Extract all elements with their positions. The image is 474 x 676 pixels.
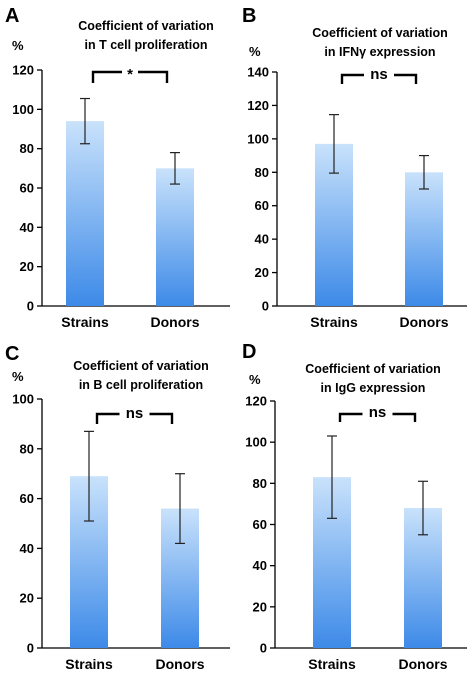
y-tick-label: 0 [260, 641, 267, 656]
panel-letter: A [5, 5, 19, 27]
y-tick-label: 20 [253, 599, 267, 614]
x-category-label: Donors [156, 656, 205, 672]
bar-strains [66, 121, 104, 306]
y-tick-label: 20 [255, 265, 269, 280]
y-tick-label: 0 [27, 641, 34, 656]
panel-letter: B [242, 5, 256, 27]
significance-label: ns [369, 404, 387, 421]
chart-title-line-2: in T cell proliferation [85, 38, 208, 52]
chart-title-line-2: in IFNγ expression [324, 45, 435, 59]
significance-label-bg [122, 62, 138, 82]
y-tick-label: 80 [253, 476, 267, 491]
chart-panel-d: D Coefficient of variation in IgG expressi… [237, 338, 474, 676]
y-tick-label: 80 [20, 441, 34, 456]
y-tick-label: 140 [247, 65, 269, 80]
y-tick-label: 100 [12, 392, 34, 407]
y-tick-label: 40 [253, 558, 267, 573]
y-tick-label: 100 [247, 131, 269, 146]
significance-label: * [127, 66, 133, 83]
panel-letter: D [242, 341, 256, 363]
y-tick-label: 80 [20, 141, 34, 156]
y-tick-label: 0 [27, 299, 34, 314]
chart-title-line-1: Coefficient of variation [78, 19, 213, 33]
significance-label: ns [126, 405, 144, 422]
chart-panel-c: C Coefficient of variation in B cell proli… [0, 338, 237, 676]
y-tick-label: 20 [20, 259, 34, 274]
chart-panel-b: B Coefficient of variation in IFNγ express… [237, 0, 474, 338]
chart-title-line-1: Coefficient of variation [73, 359, 208, 373]
y-tick-label: 120 [12, 63, 34, 78]
y-tick-label: 100 [12, 102, 34, 117]
x-category-label: Strains [310, 314, 358, 330]
x-category-label: Strains [308, 656, 356, 672]
y-tick-label: 40 [20, 541, 34, 556]
x-category-label: Strains [61, 314, 109, 330]
chart-title-line-1: Coefficient of variation [312, 26, 447, 40]
significance-label-bg [364, 65, 394, 85]
y-tick-label: 100 [245, 435, 267, 450]
panel-letter: C [5, 343, 19, 365]
y-tick-label: 60 [20, 181, 34, 196]
chart-d: D Coefficient of variation in IgG expressi… [242, 341, 467, 672]
x-category-label: Donors [399, 656, 448, 672]
y-tick-label: 60 [253, 517, 267, 532]
chart-title-line-2: in B cell proliferation [79, 378, 203, 392]
chart-title-line-1: Coefficient of variation [305, 362, 440, 376]
y-tick-label: 40 [20, 220, 34, 235]
y-tick-label: 80 [255, 165, 269, 180]
x-category-label: Donors [151, 314, 200, 330]
y-tick-label: 60 [20, 491, 34, 506]
y-tick-label: 20 [20, 591, 34, 606]
chart-a: A Coefficient of variation in T cell proli… [5, 5, 230, 330]
y-tick-label: 120 [247, 98, 269, 113]
x-category-label: Donors [400, 314, 449, 330]
y-tick-label: 0 [262, 299, 269, 314]
y-axis-unit-label: % [249, 44, 261, 59]
significance-label-bg [362, 404, 393, 424]
significance-label: ns [370, 66, 388, 83]
y-axis-unit-label: % [12, 369, 24, 384]
chart-c: C Coefficient of variation in B cell proli… [5, 343, 230, 672]
bar-donors [405, 172, 443, 306]
chart-b: B Coefficient of variation in IFNγ express… [242, 5, 467, 330]
x-category-label: Strains [65, 656, 113, 672]
y-axis-unit-label: % [249, 372, 261, 387]
y-tick-label: 60 [255, 198, 269, 213]
chart-title-line-2: in IgG expression [321, 381, 426, 395]
y-tick-label: 40 [255, 232, 269, 247]
chart-panel-a: A Coefficient of variation in T cell proli… [0, 0, 237, 338]
y-axis-unit-label: % [12, 38, 24, 53]
significance-label-bg [119, 404, 150, 424]
bar-donors [156, 168, 194, 306]
y-tick-label: 120 [245, 394, 267, 409]
